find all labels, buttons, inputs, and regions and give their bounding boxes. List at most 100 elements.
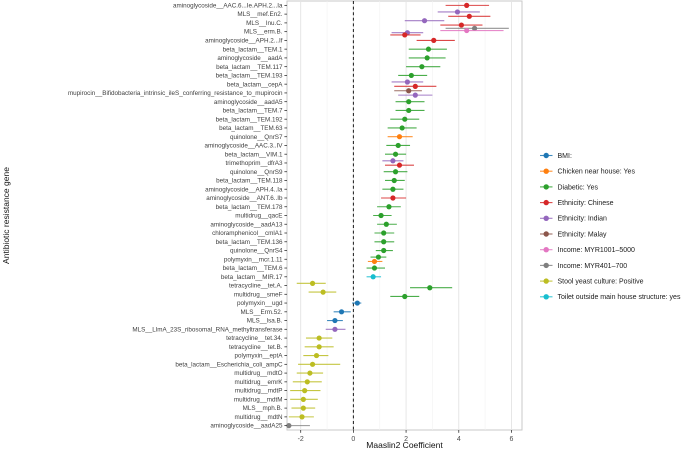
- gene-row: [382, 186, 404, 192]
- point: [300, 396, 306, 402]
- gene-label: aminoglycoside__AAC.6...Ie.APH.2...Ia: [173, 2, 283, 9]
- gene-row: [374, 239, 395, 245]
- point: [424, 55, 430, 61]
- legend-label: Toilet outside main house structure: yes: [558, 294, 681, 301]
- gene-row: [327, 317, 343, 324]
- x-tick-label: 2: [404, 436, 408, 443]
- gene-row: [292, 379, 322, 385]
- gene-row: [395, 107, 425, 114]
- point: [309, 280, 316, 286]
- gene-row: [382, 158, 414, 168]
- gene-row: [291, 405, 316, 411]
- gene-label: aminoglycoside__aadA5: [214, 99, 283, 106]
- legend-key-point: [543, 152, 549, 159]
- legend-key-point: [543, 215, 549, 221]
- legend-label: Ethnicity: Malay: [558, 231, 608, 238]
- point: [381, 239, 387, 245]
- gene-label: beta_lactam__TEM.63: [219, 125, 283, 132]
- gene-row: [416, 37, 455, 43]
- gene-row: [385, 151, 407, 157]
- gene-row: [304, 344, 334, 350]
- gene-row: [298, 361, 341, 367]
- gene-row: [333, 309, 351, 315]
- x-axis: -2 0 2 4 6: [298, 430, 514, 443]
- legend-label: Diabetic: Yes: [558, 184, 599, 191]
- x-tick-label: 6: [510, 436, 514, 443]
- legend-item: Ethnicity: Indian: [540, 215, 608, 223]
- y-axis-title: Antibiotic resistance gene: [1, 167, 11, 264]
- legend-label: Stool yeast culture: Positive: [558, 279, 644, 286]
- gene-label: beta_lactam__Escherichia_coli_ampC: [175, 361, 283, 368]
- gene-label: MLS__LlmA_23S_ribosomal_RNA_methyltransf…: [132, 326, 283, 333]
- point: [300, 405, 306, 411]
- gene-row: [290, 396, 318, 402]
- gene-row: [366, 274, 382, 280]
- point: [427, 285, 433, 291]
- point: [390, 195, 396, 201]
- point: [464, 27, 470, 34]
- gene-label: beta_lactam__TEM.193: [216, 73, 283, 80]
- legend-label: Chicken near house: Yes: [558, 169, 636, 176]
- data-rows: [286, 2, 509, 429]
- gene-label: beta_lactam__cepA: [227, 81, 283, 88]
- point: [395, 142, 401, 149]
- gene-label: trimethoprim__dfrA3: [225, 160, 283, 167]
- point: [309, 361, 316, 367]
- legend-label: Income: MYR1001–5000: [558, 247, 636, 254]
- gene-row: [404, 18, 483, 28]
- point: [396, 162, 403, 168]
- legend-item: Toilet outside main house structure: yes: [540, 294, 681, 301]
- legend-key-point: [543, 231, 549, 237]
- gene-label: beta_lactam__TEM.178: [216, 204, 283, 211]
- point: [396, 134, 403, 140]
- legend-item: Diabetic: Yes: [540, 184, 598, 191]
- point: [399, 125, 405, 131]
- point: [378, 212, 384, 219]
- gene-row: [387, 134, 413, 140]
- legend-item: Chicken near house: Yes: [540, 168, 636, 176]
- y-axis-labels: aminoglycoside__AAC.6...Ie.APH.2...Ia MLS…: [68, 2, 287, 430]
- gene-row: [366, 265, 386, 271]
- point: [391, 177, 397, 184]
- point: [406, 107, 412, 114]
- legend-key-point: [543, 262, 549, 269]
- gene-row: [303, 352, 329, 359]
- legend-item: Ethnicity: Malay: [540, 231, 607, 238]
- legend-key-point: [543, 278, 549, 284]
- gene-row: [286, 423, 310, 429]
- point: [464, 2, 470, 8]
- point: [371, 265, 378, 271]
- point: [402, 116, 408, 122]
- gene-label: aminoglycoside__ANT.6..Ib: [206, 195, 283, 202]
- legend: BMI: Chicken near house: Yes Diabetic: Yes…: [540, 152, 681, 301]
- plot-panel: [286, 0, 523, 431]
- gene-row: [385, 177, 405, 184]
- gene-label: multidrug__emrK: [235, 379, 284, 386]
- gene-row: [325, 326, 346, 332]
- legend-label: Ethnicity: Chinese: [558, 200, 614, 207]
- gene-row: [296, 370, 324, 376]
- point: [458, 22, 465, 28]
- gene-row: [381, 195, 407, 201]
- point: [332, 326, 338, 332]
- legend-item: Income: MYR1001–5000: [540, 247, 635, 254]
- gene-label: multidrug__mdtN: [235, 414, 283, 421]
- point: [390, 186, 396, 192]
- point: [406, 99, 412, 105]
- gene-row: [290, 388, 321, 394]
- gene-row: [377, 204, 401, 210]
- point: [392, 169, 399, 175]
- gene-label: tetracycline__tet.34.: [226, 335, 283, 342]
- legend-item: BMI:: [540, 152, 572, 160]
- point: [307, 370, 313, 376]
- gene-label: beta_lactam__TEM.6: [223, 265, 283, 272]
- point: [412, 83, 418, 89]
- legend-label: Ethnicity: Indian: [558, 216, 608, 223]
- legend-item: Stool yeast culture: Positive: [540, 278, 644, 286]
- x-tick-label: -2: [298, 436, 304, 443]
- x-axis-title: Maaslin2 Coefficient: [366, 440, 443, 450]
- gene-label: aminoglycoside__aadA13: [210, 221, 283, 228]
- gene-row: [352, 300, 362, 306]
- gene-label: quinolone__QnrS4: [230, 248, 283, 255]
